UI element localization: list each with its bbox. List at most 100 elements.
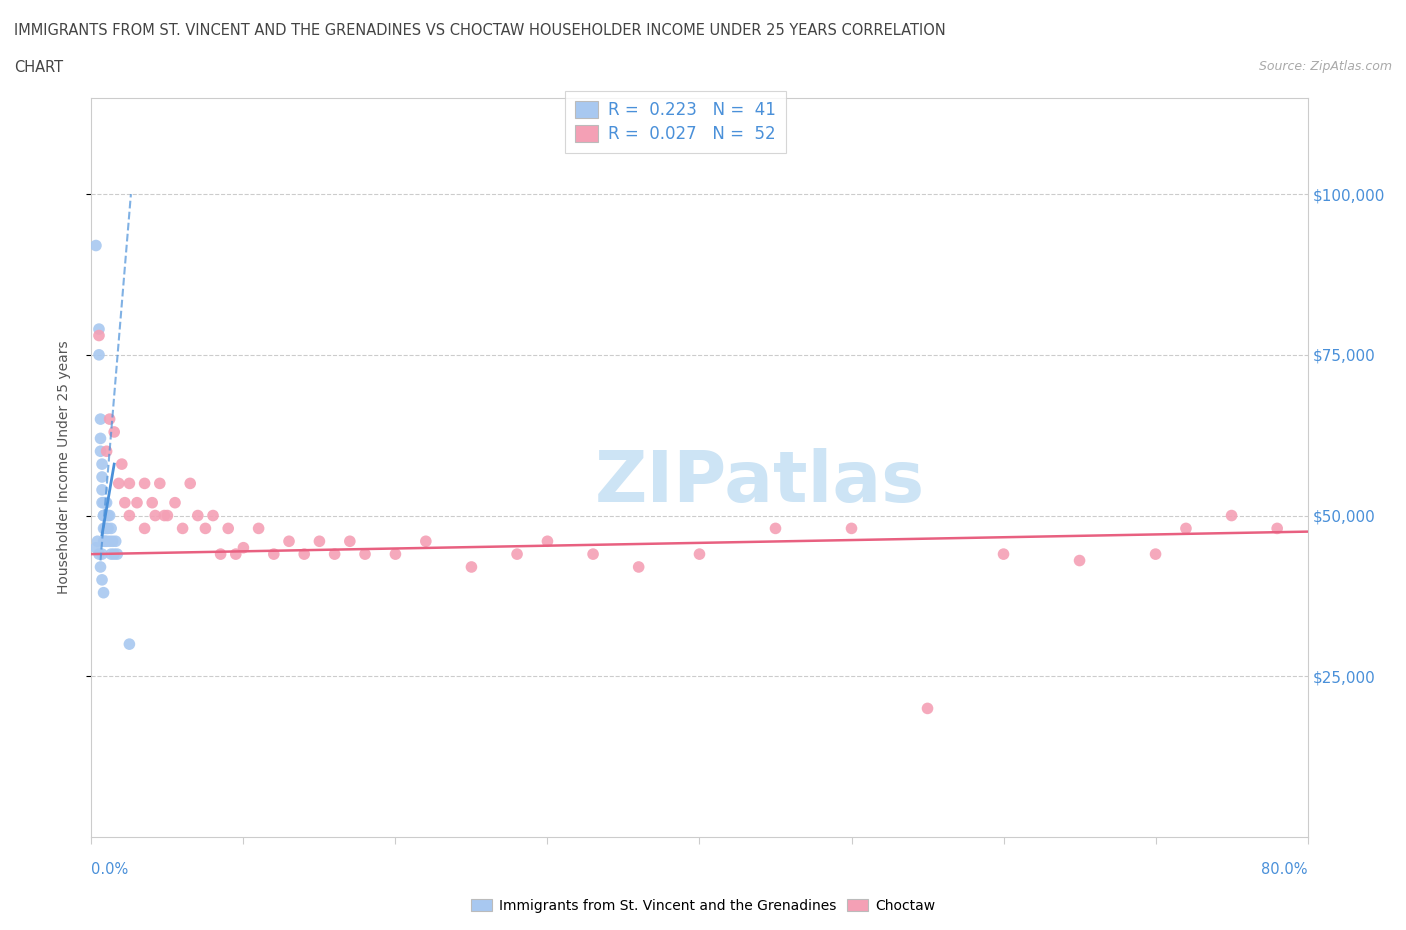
Point bbox=[96, 444, 118, 458]
Point bbox=[247, 521, 270, 536]
Point bbox=[354, 547, 377, 562]
Point bbox=[87, 328, 110, 343]
Point bbox=[415, 534, 437, 549]
Point bbox=[1265, 521, 1288, 536]
Point bbox=[1069, 553, 1091, 568]
Point bbox=[96, 534, 118, 549]
Point bbox=[460, 560, 482, 575]
Text: ZIPatlas: ZIPatlas bbox=[595, 447, 925, 516]
Point bbox=[627, 560, 650, 575]
Point bbox=[93, 508, 115, 523]
Point bbox=[100, 521, 122, 536]
Point bbox=[134, 521, 156, 536]
Point bbox=[96, 521, 118, 536]
Point bbox=[93, 534, 115, 549]
Point bbox=[134, 476, 156, 491]
Point bbox=[111, 457, 134, 472]
Point bbox=[91, 572, 114, 587]
Point bbox=[163, 496, 186, 511]
Point bbox=[841, 521, 863, 536]
Point bbox=[89, 444, 111, 458]
Point bbox=[87, 348, 110, 363]
Point bbox=[96, 508, 118, 523]
Point bbox=[153, 508, 176, 523]
Point bbox=[1144, 547, 1167, 562]
Point bbox=[118, 637, 141, 652]
Point bbox=[89, 431, 111, 445]
Point bbox=[172, 521, 194, 536]
Text: 80.0%: 80.0% bbox=[1261, 862, 1308, 877]
Point bbox=[506, 547, 529, 562]
Point bbox=[93, 496, 115, 511]
Point bbox=[97, 521, 120, 536]
Point bbox=[98, 412, 121, 427]
Point bbox=[582, 547, 605, 562]
Y-axis label: Householder Income Under 25 years: Householder Income Under 25 years bbox=[56, 340, 70, 594]
Point bbox=[114, 496, 136, 511]
Point bbox=[93, 521, 115, 536]
Point bbox=[87, 322, 110, 337]
Point bbox=[232, 540, 254, 555]
Point bbox=[194, 521, 217, 536]
Point bbox=[141, 496, 163, 511]
Point bbox=[179, 476, 201, 491]
Point bbox=[917, 701, 939, 716]
Point bbox=[94, 508, 117, 523]
Point bbox=[98, 534, 121, 549]
Point bbox=[1174, 521, 1197, 536]
Point bbox=[209, 547, 232, 562]
Point bbox=[91, 483, 114, 498]
Point bbox=[118, 476, 141, 491]
Point bbox=[91, 470, 114, 485]
Point bbox=[94, 521, 117, 536]
Point bbox=[118, 508, 141, 523]
Legend: Immigrants from St. Vincent and the Grenadines, Choctaw: Immigrants from St. Vincent and the Gren… bbox=[465, 894, 941, 919]
Point bbox=[91, 547, 114, 562]
Point bbox=[96, 496, 118, 511]
Point bbox=[103, 424, 125, 439]
Point bbox=[278, 534, 301, 549]
Point bbox=[149, 476, 172, 491]
Point bbox=[93, 585, 115, 600]
Point bbox=[125, 496, 148, 511]
Point bbox=[993, 547, 1015, 562]
Point bbox=[91, 457, 114, 472]
Point bbox=[89, 560, 111, 575]
Point bbox=[765, 521, 787, 536]
Legend: R =  0.223   N =  41, R =  0.027   N =  52: R = 0.223 N = 41, R = 0.027 N = 52 bbox=[565, 91, 786, 153]
Point bbox=[100, 547, 122, 562]
Point bbox=[187, 508, 209, 523]
Point bbox=[225, 547, 247, 562]
Point bbox=[107, 476, 129, 491]
Point bbox=[98, 508, 121, 523]
Text: Source: ZipAtlas.com: Source: ZipAtlas.com bbox=[1258, 60, 1392, 73]
Point bbox=[202, 508, 225, 523]
Point bbox=[89, 412, 111, 427]
Point bbox=[339, 534, 361, 549]
Point bbox=[323, 547, 346, 562]
Point bbox=[87, 547, 110, 562]
Text: CHART: CHART bbox=[14, 60, 63, 75]
Point bbox=[308, 534, 330, 549]
Point bbox=[384, 547, 406, 562]
Point bbox=[156, 508, 179, 523]
Point bbox=[94, 496, 117, 511]
Point bbox=[97, 508, 120, 523]
Point bbox=[104, 534, 127, 549]
Point bbox=[263, 547, 285, 562]
Point bbox=[84, 238, 107, 253]
Point bbox=[91, 496, 114, 511]
Point bbox=[292, 547, 315, 562]
Text: 0.0%: 0.0% bbox=[91, 862, 128, 877]
Point bbox=[94, 534, 117, 549]
Point bbox=[217, 521, 239, 536]
Text: IMMIGRANTS FROM ST. VINCENT AND THE GRENADINES VS CHOCTAW HOUSEHOLDER INCOME UND: IMMIGRANTS FROM ST. VINCENT AND THE GREN… bbox=[14, 23, 946, 38]
Point bbox=[105, 547, 128, 562]
Point bbox=[536, 534, 558, 549]
Point bbox=[86, 534, 108, 549]
Point bbox=[93, 508, 115, 523]
Point bbox=[143, 508, 166, 523]
Point bbox=[84, 540, 107, 555]
Point bbox=[101, 534, 124, 549]
Point bbox=[1220, 508, 1243, 523]
